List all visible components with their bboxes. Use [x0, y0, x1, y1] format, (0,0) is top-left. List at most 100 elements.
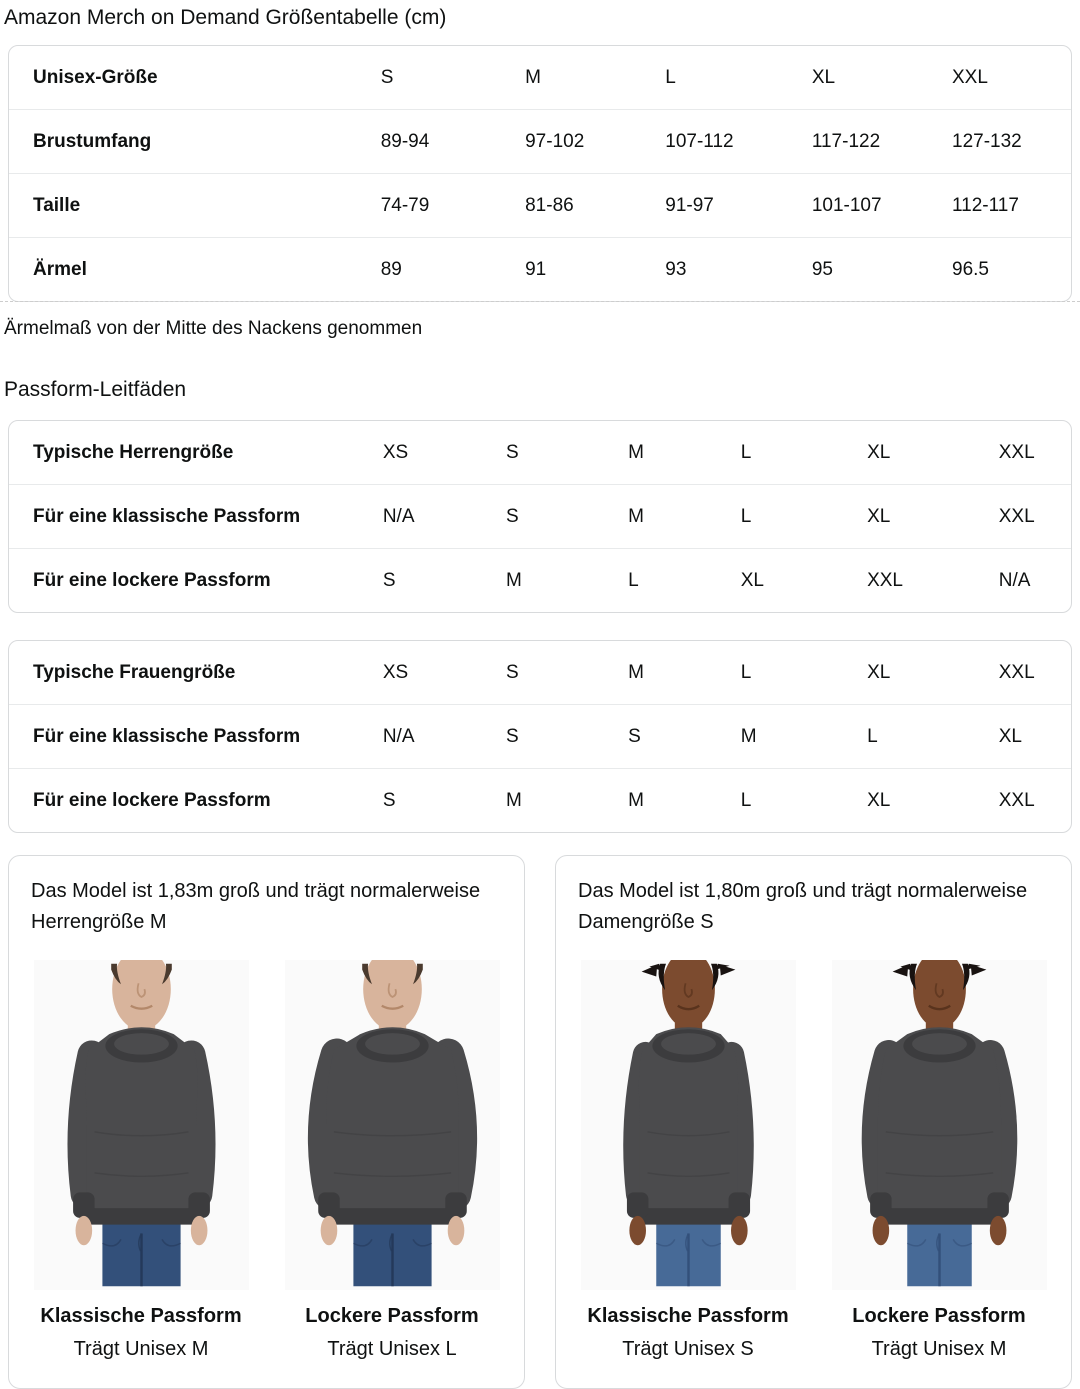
model-cards: Das Model ist 1,83m groß und trägt norma… [8, 855, 1072, 1389]
size-label: Trägt Unisex L [327, 1338, 457, 1360]
cell-value: 112-117 [952, 173, 1071, 237]
cell-value: XL [867, 441, 891, 463]
unisex-size-table: Unisex-Größe S M L XL XXL Brustumfang 89-94 97-1… [8, 45, 1072, 302]
cell-value: S [382, 548, 506, 612]
female-model-loose-photo [831, 960, 1047, 1290]
unisex-size-table-wrap: Unisex-Größe S M L XL XXL Brustumfang 89-94 97-1… [8, 45, 1072, 302]
photo-classic-male: Klassische Passform Trägt Unisex M [33, 960, 249, 1362]
cell-value: M [628, 484, 741, 548]
photo-loose-male: Lockere Passform Trägt Unisex L [284, 960, 500, 1362]
row-label: Für eine lockere Passform [9, 548, 383, 612]
cell-value: M [525, 66, 541, 88]
cell-value: N/A [998, 548, 1071, 612]
fit-guides-heading: Passform-Leitfäden [4, 378, 187, 401]
fit-label: Lockere Passform [305, 1305, 479, 1327]
cell-value: 89 [380, 237, 526, 301]
cell-value: 93 [665, 237, 812, 301]
cell-value: 89-94 [380, 109, 526, 173]
cell-value: XXL [998, 484, 1071, 548]
cell-value: S [628, 704, 741, 768]
fit-label: Lockere Passform [852, 1305, 1026, 1327]
cell-value: M [506, 768, 629, 832]
male-model-loose-photo [284, 960, 500, 1290]
page-title: Amazon Merch on Demand Größentabelle (cm… [4, 6, 447, 29]
cell-value: M [740, 704, 868, 768]
male-model-classic-photo [33, 960, 249, 1290]
table-row: Für eine lockere Passform S M L XL XXL N/A [9, 548, 1071, 612]
row-label: Für eine lockere Passform [9, 768, 383, 832]
womens-fit-table-wrap: Typische Frauengröße XS S M L XL XXL Für eine k… [8, 640, 1072, 833]
cell-value: S [506, 661, 519, 683]
row-label: Typische Herrengröße [33, 441, 234, 463]
row-label: Unisex-Größe [33, 66, 158, 88]
size-label: Trägt Unisex S [622, 1338, 754, 1360]
cell-value: XL [867, 768, 999, 832]
cell-value: L [740, 441, 752, 463]
cell-value: 91-97 [665, 173, 812, 237]
cell-value: L [740, 484, 868, 548]
cell-value: XS [382, 441, 409, 463]
cell-value: M [628, 661, 644, 683]
cell-value: 95 [811, 237, 952, 301]
sleeve-measure-note: Ärmelmaß von der Mitte des Nackens genom… [4, 318, 423, 339]
row-label: Typische Frauengröße [33, 661, 236, 683]
cell-value: XXL [998, 441, 1035, 463]
cell-value: XL [811, 66, 836, 88]
mens-fit-table: Typische Herrengröße XS S M L XL XXL Für eine k… [8, 420, 1072, 613]
model-description: Das Model ist 1,83m groß und trägt norma… [31, 880, 481, 933]
fit-label: Klassische Passform [40, 1305, 242, 1327]
size-label: Trägt Unisex M [871, 1338, 1007, 1360]
row-label: Für eine klassische Passform [9, 704, 383, 768]
cell-value: 91 [525, 237, 666, 301]
cell-value: N/A [382, 484, 506, 548]
table-row: Unisex-Größe S M L XL XXL [9, 46, 1071, 109]
cell-value: L [628, 548, 741, 612]
model-description: Das Model ist 1,80m groß und trägt norma… [578, 880, 1028, 933]
womens-fit-table: Typische Frauengröße XS S M L XL XXL Für eine k… [8, 640, 1072, 833]
cell-value: XL [867, 484, 999, 548]
cell-value: M [628, 768, 741, 832]
table-row: Für eine klassische Passform N/A S M L XL XXL [9, 484, 1071, 548]
dashed-divider [0, 301, 1080, 302]
mens-fit-table-wrap: Typische Herrengröße XS S M L XL XXL Für eine k… [8, 420, 1072, 613]
cell-value: L [740, 768, 868, 832]
female-model-classic-photo [580, 960, 796, 1290]
cell-value: 97-102 [525, 109, 666, 173]
cell-value: L [665, 66, 676, 88]
cell-value: L [867, 704, 999, 768]
table-row: Für eine lockere Passform S M M L XL XXL [9, 768, 1071, 832]
cell-value: 107-112 [665, 109, 812, 173]
cell-value: S [506, 441, 519, 463]
cell-value: XXL [952, 66, 988, 88]
cell-value: S [382, 768, 506, 832]
table-row: Für eine klassische Passform N/A S S M L XL [9, 704, 1071, 768]
cell-value: XL [998, 704, 1071, 768]
cell-value: XS [382, 661, 409, 683]
cell-value: XL [740, 548, 868, 612]
row-label: Ärmel [9, 237, 381, 301]
cell-value: M [506, 548, 629, 612]
cell-value: XXL [867, 548, 999, 612]
table-row: Ärmel 89 91 93 95 96.5 [9, 237, 1071, 301]
cell-value: 117-122 [811, 109, 952, 173]
cell-value: S [380, 66, 394, 88]
table-row: Typische Herrengröße XS S M L XL XXL [9, 421, 1071, 484]
photo-row: Klassische Passform Trägt Unisex M Locke… [31, 960, 502, 1362]
size-label: Trägt Unisex M [73, 1338, 209, 1360]
table-row: Taille 74-79 81-86 91-97 101-107 112-117 [9, 173, 1071, 237]
cell-value: XXL [998, 661, 1035, 683]
row-label: Taille [9, 173, 381, 237]
row-label: Brustumfang [9, 109, 381, 173]
row-label: Für eine klassische Passform [9, 484, 383, 548]
cell-value: 74-79 [380, 173, 526, 237]
table-row: Brustumfang 89-94 97-102 107-112 117-122 127-… [9, 109, 1071, 173]
cell-value: XXL [998, 768, 1071, 832]
cell-value: L [740, 661, 752, 683]
cell-value: 81-86 [525, 173, 666, 237]
cell-value: XL [867, 661, 891, 683]
photo-loose-female: Lockere Passform Trägt Unisex M [831, 960, 1047, 1362]
fit-label: Klassische Passform [587, 1305, 789, 1327]
photo-classic-female: Klassische Passform Trägt Unisex S [580, 960, 796, 1362]
cell-value: 101-107 [811, 173, 952, 237]
